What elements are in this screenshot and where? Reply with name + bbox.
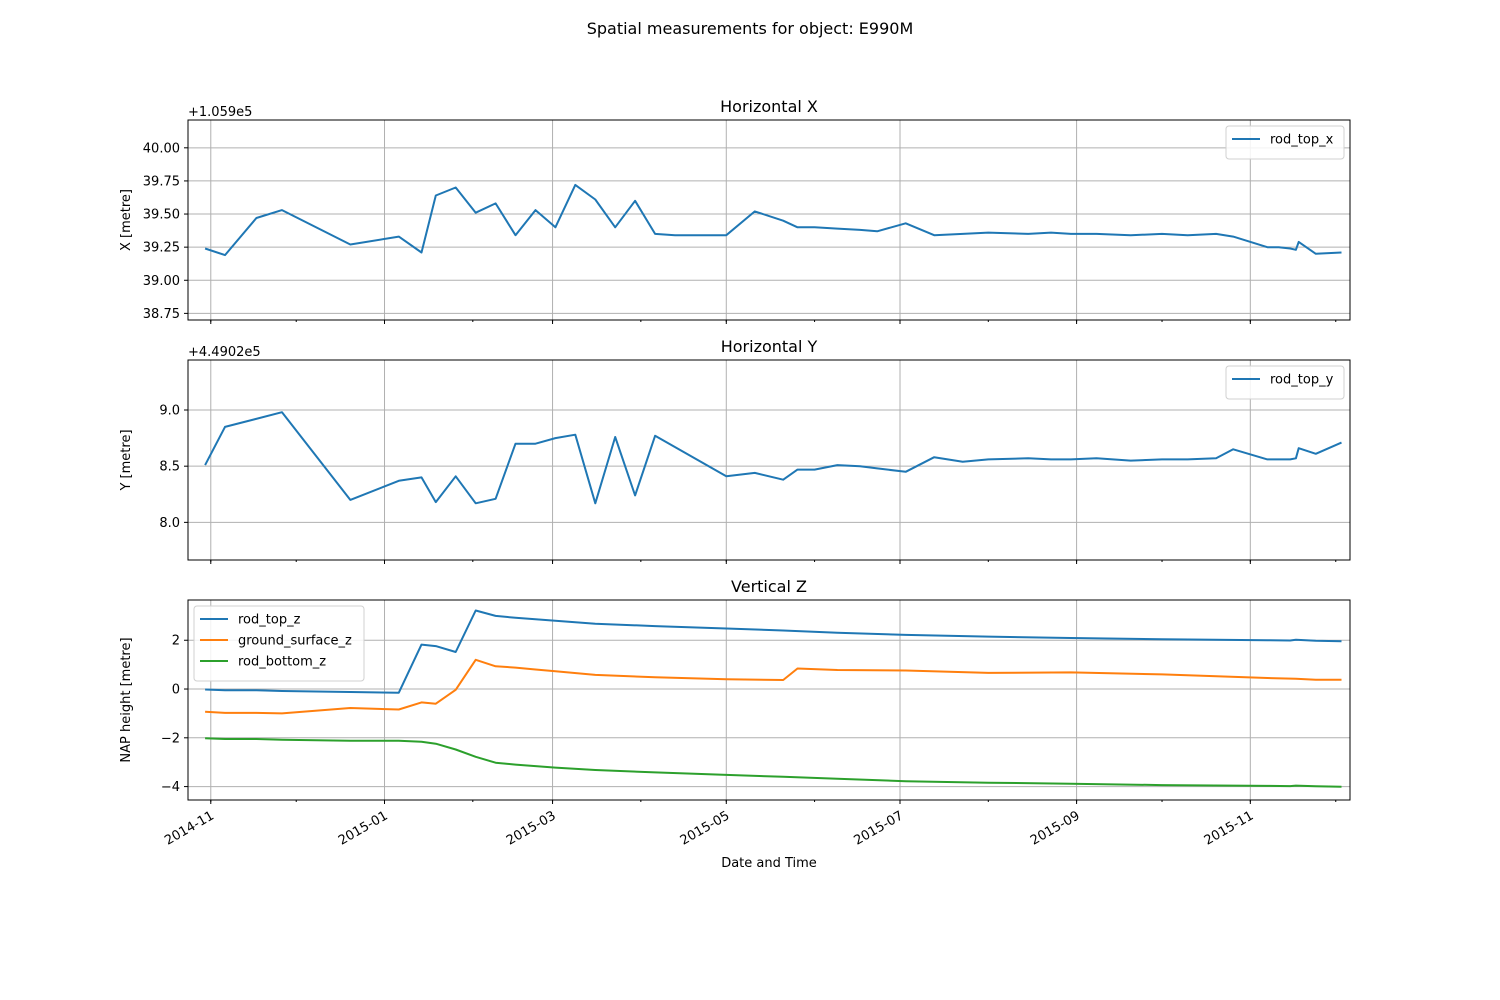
y-tick-label: 8.0 [159, 516, 180, 531]
series-line-rod_top_x [204, 183, 1342, 257]
legend-box [1225, 125, 1345, 160]
x-axis-label: Date and Time [721, 856, 817, 871]
y-offset-label: +4.4902e5 [188, 345, 261, 360]
y-tick-label: 2 [172, 634, 180, 649]
figure-title: Spatial measurements for object: E990M [587, 19, 914, 38]
axes-frame [187, 599, 1351, 801]
panel-title: Horizontal Y [721, 337, 818, 356]
y-axis-label: X [metre] [119, 189, 134, 251]
legend-label-ground_surface_z: ground_surface_z [238, 634, 352, 649]
panel-title: Horizontal X [720, 97, 818, 116]
y-tick-label: 9.0 [159, 404, 180, 419]
series-line-rod_bottom_z [205, 737, 1342, 788]
axes-frame [187, 119, 1351, 321]
axes-frame [187, 359, 1351, 561]
y-tick-label: 40.00 [143, 141, 180, 156]
legend: rod_top_y [1225, 365, 1345, 400]
legend-box [193, 605, 365, 682]
legend: rod_top_x [1225, 125, 1345, 160]
legend-label-rod_top_z: rod_top_z [238, 613, 301, 628]
panel-1: 38.75 39.00 39.25 39.50 39.75 40.00 Horizontal… [119, 97, 1351, 324]
legend: rod_top_z ground_surface_z rod_bottom_z [193, 605, 365, 682]
y-axis-label: Y [metre] [119, 429, 134, 491]
y-tick-label: 39.75 [143, 174, 180, 189]
series-line-rod_top_y [204, 411, 1342, 505]
series-line-ground_surface_z [205, 658, 1342, 715]
y-tick-label: 8.5 [159, 460, 180, 475]
legend-box [1225, 365, 1345, 400]
y-tick-label: −2 [161, 731, 180, 746]
series-line-rod_top_z [205, 609, 1342, 694]
y-tick-label: 39.25 [143, 241, 180, 256]
panel-2: 8.0 8.5 9.0 Horizontal Y Y [metre] +4.4902e5 r… [119, 337, 1351, 564]
y-axis-label: NAP height [metre] [119, 637, 134, 762]
legend-label-rod_top_x: rod_top_x [1270, 133, 1334, 148]
y-tick-label: 38.75 [143, 307, 180, 322]
y-tick-label: 0 [172, 683, 180, 698]
y-tick-label: 39.00 [143, 274, 180, 289]
y-tick-label: −4 [161, 780, 180, 795]
y-tick-label: 39.50 [143, 208, 180, 223]
legend-label-rod_top_y: rod_top_y [1270, 373, 1334, 388]
y-offset-label: +1.059e5 [188, 105, 252, 120]
legend-label-rod_bottom_z: rod_bottom_z [238, 655, 326, 670]
panel-title: Vertical Z [731, 577, 807, 596]
